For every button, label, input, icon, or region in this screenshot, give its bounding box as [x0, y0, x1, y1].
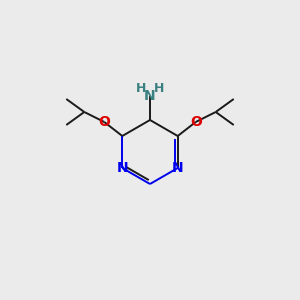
- Text: N: N: [172, 161, 184, 175]
- Text: N: N: [144, 89, 156, 103]
- Text: O: O: [98, 115, 110, 129]
- Text: H: H: [136, 82, 146, 95]
- Text: O: O: [190, 115, 202, 129]
- Text: N: N: [116, 161, 128, 175]
- Text: H: H: [154, 82, 164, 95]
